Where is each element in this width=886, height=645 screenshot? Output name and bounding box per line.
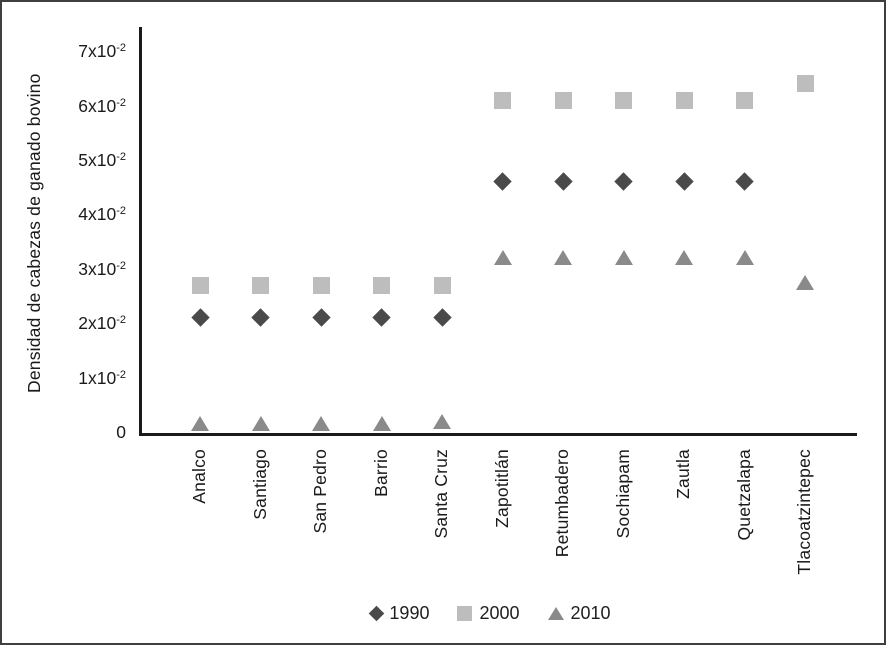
x-category-label: Quetzalapa: [733, 449, 754, 541]
legend-label: 2000: [479, 603, 520, 623]
x-category-label: Santa Cruz: [431, 449, 451, 539]
data-marker-triangle-2010: [675, 250, 693, 266]
data-marker-triangle-2010: [372, 416, 391, 432]
data-marker-diamond-1990: [311, 308, 331, 327]
data-marker-triangle-2010: [191, 416, 209, 432]
y-tick-label: 6x10-2: [78, 95, 126, 116]
x-category-label: Zautla: [673, 449, 693, 499]
legend-item-2000: 2000: [457, 603, 520, 624]
y-tick-label: 5x10-2: [78, 150, 126, 170]
data-marker-square-2000: [796, 75, 814, 93]
legend-item-1990: 1990: [369, 603, 430, 624]
x-category-label: San Pedro: [310, 449, 330, 534]
x-category-label: Santiago: [249, 449, 270, 520]
y-tick-label: 7x10-2: [78, 41, 126, 62]
data-marker-square-2000: [554, 91, 572, 109]
x-category-label: Tlacoatzintepec: [794, 449, 814, 575]
data-marker-triangle-2010: [554, 250, 572, 266]
data-marker-square-2000: [494, 91, 511, 109]
data-marker-diamond-1990: [372, 308, 391, 327]
x-category-label: Analco: [189, 449, 209, 504]
data-marker-diamond-1990: [553, 172, 573, 191]
data-marker-diamond-1990: [251, 308, 270, 327]
y-tick-label: 4x10-2: [78, 204, 126, 225]
data-marker-triangle-2010: [251, 416, 270, 432]
legend-item-2010: 2010: [547, 603, 611, 624]
data-marker-square-2000: [615, 91, 632, 109]
data-marker-triangle-2010: [433, 413, 451, 429]
data-marker-diamond-1990: [614, 172, 633, 191]
data-marker-triangle-2010: [493, 250, 512, 266]
x-category-label: Sochiapam: [612, 449, 633, 539]
plot-area: [139, 27, 857, 436]
data-marker-triangle-2010: [614, 250, 633, 266]
x-category-label: Retumbadero: [552, 449, 572, 558]
data-marker-triangle-2010: [796, 274, 814, 290]
legend-label: 2010: [570, 603, 611, 623]
y-tick-label: 3x10-2: [78, 258, 126, 279]
data-marker-square-2000: [736, 91, 753, 109]
y-tick-label: 2x10-2: [78, 313, 126, 334]
y-tick-label: 1x10-2: [78, 367, 126, 388]
data-marker-triangle-2010: [735, 250, 754, 266]
data-marker-square-2000: [312, 276, 330, 294]
data-marker-triangle-2010: [312, 416, 330, 432]
data-marker-square-2000: [675, 91, 693, 109]
data-marker-square-2000: [433, 276, 451, 294]
data-marker-diamond-1990: [190, 308, 210, 327]
x-category-label: Barrio: [370, 449, 391, 497]
data-marker-square-2000: [373, 276, 390, 294]
data-marker-diamond-1990: [432, 308, 452, 327]
legend-label: 1990: [389, 603, 430, 623]
chart-legend: 1990 2000 2010: [2, 603, 884, 624]
legend-marker-diamond-icon: [369, 605, 385, 622]
data-marker-square-2000: [191, 276, 209, 294]
y-tick-label: 0: [116, 422, 126, 442]
x-category-label: Zapotitlán: [491, 449, 512, 528]
data-marker-diamond-1990: [493, 172, 512, 191]
data-marker-square-2000: [252, 276, 269, 294]
legend-marker-square-icon: [457, 606, 473, 621]
data-marker-diamond-1990: [735, 172, 754, 191]
legend-marker-triangle-icon: [547, 607, 564, 620]
data-marker-diamond-1990: [674, 172, 694, 191]
